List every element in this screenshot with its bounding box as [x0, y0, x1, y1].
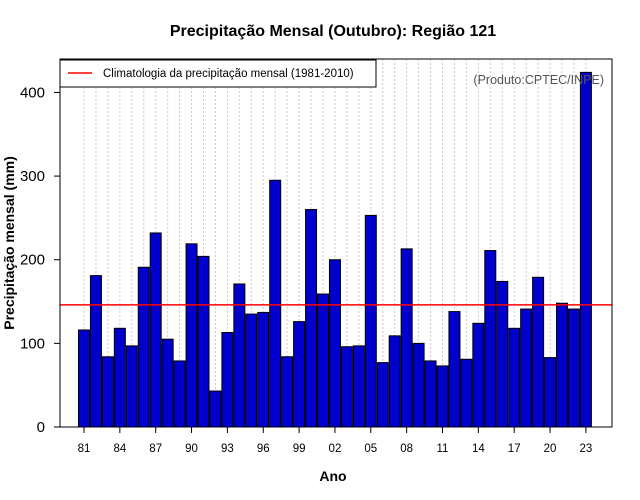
bar-97 [269, 179, 282, 428]
x-tick-label-23: 23 [580, 443, 593, 455]
x-tick-label-84: 84 [113, 443, 126, 455]
bars [78, 71, 592, 428]
y-axis: 0 100 200 300 400 [20, 84, 60, 436]
bar-92 [209, 390, 222, 428]
x-tick-label-87: 87 [149, 443, 162, 455]
chart-title: Precipitação Mensal (Outubro): Região 12… [170, 23, 496, 40]
bar-22 [567, 308, 580, 428]
x-tick-label-81: 81 [78, 443, 91, 455]
bar-81 [78, 329, 90, 428]
x-tick-label-90: 90 [185, 443, 198, 455]
bar-20 [544, 357, 557, 428]
bar-17 [508, 327, 521, 428]
y-tick-label-100: 100 [20, 335, 45, 352]
source-note: (Produto:CPTEC/INPE) [473, 73, 604, 87]
y-tick-label-300: 300 [20, 168, 45, 185]
bar-04 [352, 345, 365, 428]
bar-86 [137, 266, 150, 428]
bar-90 [185, 243, 198, 428]
x-tick-label-17: 17 [508, 443, 521, 455]
bar-83 [101, 356, 114, 428]
bar-14 [472, 322, 485, 428]
bar-00 [305, 209, 318, 428]
bar-95 [245, 313, 258, 428]
y-tick-label-200: 200 [20, 252, 45, 269]
bar-07 [388, 335, 401, 428]
bar-99 [293, 321, 306, 428]
bar-02 [328, 259, 341, 428]
x-tick-label-02: 02 [329, 443, 342, 455]
x-tick-label-05: 05 [364, 443, 377, 455]
bar-16 [496, 280, 509, 428]
bar-03 [340, 346, 353, 428]
y-tick-label-0: 0 [37, 419, 45, 436]
y-axis-label: Precipitação mensal (mm) [1, 156, 17, 330]
bar-13 [460, 358, 473, 428]
bar-93 [221, 331, 234, 428]
bar-87 [149, 232, 162, 428]
bar-98 [281, 356, 294, 428]
bar-09 [412, 342, 425, 428]
bar-11 [436, 365, 449, 428]
bar-15 [484, 250, 497, 428]
x-tick-label-20: 20 [544, 443, 557, 455]
x-tick-label-93: 93 [221, 443, 234, 455]
bar-06 [376, 362, 389, 428]
bar-01 [317, 293, 329, 428]
legend-box [59, 59, 377, 88]
x-axis: 81 84 87 90 93 96 99 02 05 08 11 14 17 20 23 [78, 427, 593, 455]
bar-85 [125, 345, 138, 428]
bar-88 [161, 338, 174, 428]
bar-82 [89, 275, 102, 428]
y-tick-label-400: 400 [20, 84, 45, 101]
x-tick-label-11: 11 [437, 443, 449, 455]
bar-05 [364, 214, 377, 428]
plot-frame [59, 58, 613, 428]
bar-91 [197, 255, 210, 428]
bar-19 [532, 276, 545, 428]
bar-89 [173, 360, 186, 428]
x-axis-label: Ano [319, 468, 346, 484]
legend: Climatologia da precipitação mensal (198… [59, 59, 377, 88]
bar-21 [556, 302, 568, 428]
bar-18 [520, 308, 533, 428]
bar-84 [113, 327, 126, 428]
bar-96 [257, 311, 270, 428]
x-tick-label-99: 99 [293, 443, 306, 455]
x-tick-label-96: 96 [257, 443, 270, 455]
x-tick-label-08: 08 [400, 443, 413, 455]
bar-08 [400, 248, 413, 428]
bar-10 [424, 360, 437, 428]
bar-23 [579, 71, 592, 428]
x-tick-label-14: 14 [472, 443, 485, 455]
bar-12 [448, 311, 461, 428]
legend-label: Climatologia da precipitação mensal (198… [103, 68, 354, 80]
